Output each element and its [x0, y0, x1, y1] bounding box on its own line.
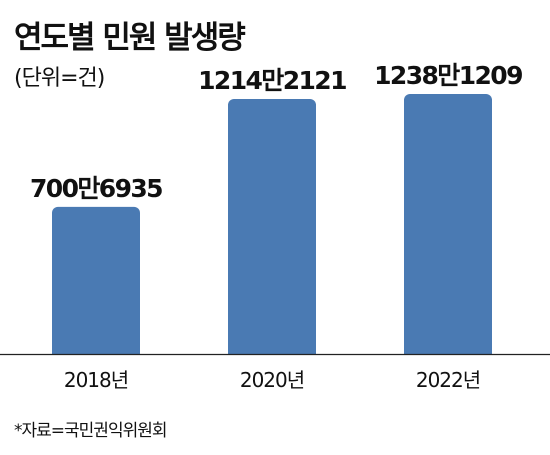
unit-label: (단위=건) [14, 66, 105, 91]
x-tick-label-0: 2018년 [64, 368, 128, 392]
chart-title: 연도별 민원 발생량 [14, 20, 246, 56]
data-label-1: 1214만2121 [198, 66, 346, 95]
bar-2 [404, 93, 492, 360]
x-tick-label-1: 2020년 [240, 368, 304, 392]
data-label-2: 1238만1209 [374, 61, 522, 90]
bar-1 [228, 99, 316, 361]
data-label-0: 700만6935 [30, 174, 162, 203]
baseline-mask [0, 354, 550, 362]
bar-0 [52, 206, 140, 360]
source-note: *자료=국민권익위원회 [14, 421, 168, 441]
x-tick-label-2: 2022년 [416, 368, 480, 392]
